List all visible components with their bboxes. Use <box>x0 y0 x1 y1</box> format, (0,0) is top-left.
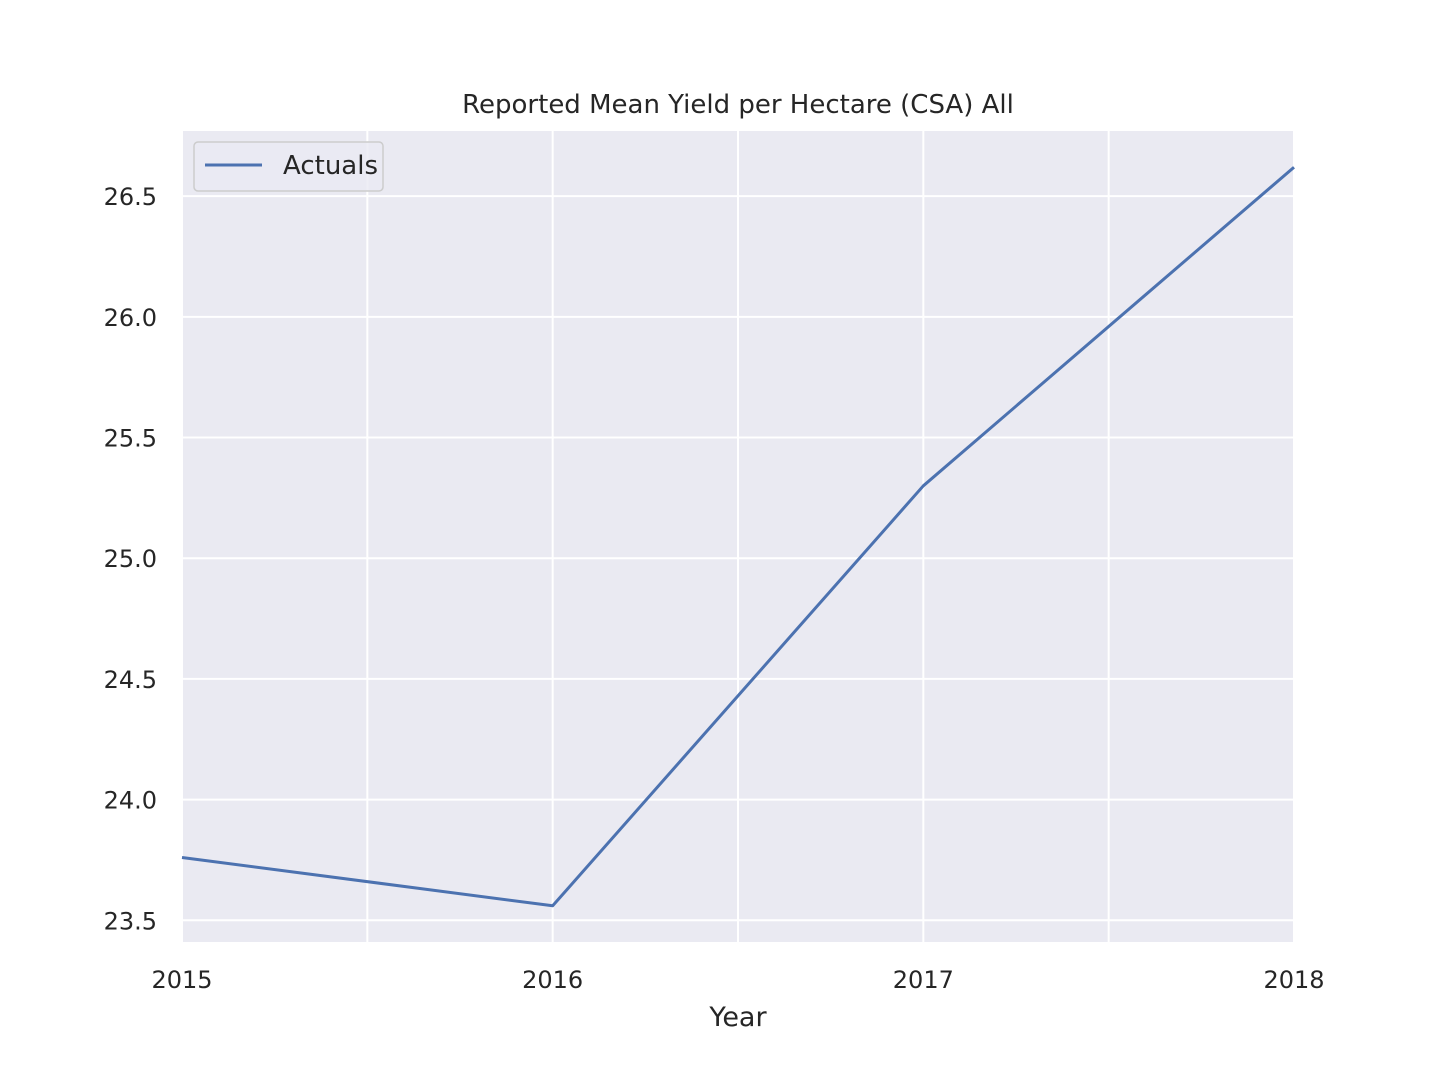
y-tick-label: 26.0 <box>104 304 157 332</box>
x-axis-label: Year <box>708 1002 767 1033</box>
y-tick-labels: 23.5 24.0 24.5 25.0 25.5 26.0 26.5 <box>104 183 157 935</box>
x-tick-labels: 2015 2016 2017 2018 <box>151 966 1324 994</box>
legend: Actuals <box>193 141 384 192</box>
legend-label-actuals: Actuals <box>283 151 378 181</box>
x-tick-label: 2018 <box>1263 966 1324 994</box>
grid-lines <box>181 131 1295 942</box>
legend-box <box>193 141 384 192</box>
y-tick-label: 25.5 <box>104 425 157 453</box>
x-tick-label: 2016 <box>522 966 583 994</box>
x-tick-label: 2017 <box>893 966 954 994</box>
y-tick-label: 23.5 <box>104 907 157 935</box>
series-lines <box>181 166 1295 908</box>
y-tick-label: 26.5 <box>104 183 157 211</box>
y-tick-label: 24.5 <box>104 666 157 694</box>
y-tick-label: 24.0 <box>104 787 157 815</box>
x-tick-label: 2015 <box>151 966 212 994</box>
chart-title: Reported Mean Yield per Hectare (CSA) Al… <box>462 90 1014 120</box>
y-tick-label: 25.0 <box>104 545 157 573</box>
series-line-actuals <box>181 166 1295 908</box>
